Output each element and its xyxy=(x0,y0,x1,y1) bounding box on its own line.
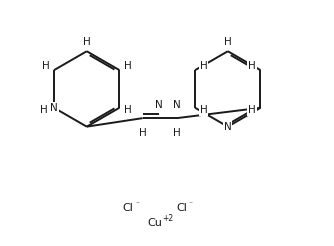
Text: Cl: Cl xyxy=(123,203,134,213)
Text: N: N xyxy=(50,103,58,113)
Text: H: H xyxy=(124,105,132,115)
Text: H: H xyxy=(200,105,207,115)
Text: ⁻: ⁻ xyxy=(189,199,193,208)
Text: H: H xyxy=(248,105,256,115)
Text: H: H xyxy=(224,36,232,46)
Text: H: H xyxy=(139,128,147,138)
Text: H: H xyxy=(248,61,256,71)
Text: ⁻: ⁻ xyxy=(135,199,139,208)
Text: H: H xyxy=(200,61,207,71)
Text: N: N xyxy=(173,100,181,110)
Text: Cu: Cu xyxy=(147,218,162,228)
Text: +2: +2 xyxy=(163,214,174,223)
Text: Cl: Cl xyxy=(176,203,187,213)
Text: H: H xyxy=(173,128,181,138)
Text: H: H xyxy=(42,61,49,71)
Text: H: H xyxy=(40,105,48,115)
Text: H: H xyxy=(124,61,132,71)
Text: N: N xyxy=(155,100,163,110)
Text: H: H xyxy=(83,36,91,46)
Text: N: N xyxy=(224,122,232,132)
